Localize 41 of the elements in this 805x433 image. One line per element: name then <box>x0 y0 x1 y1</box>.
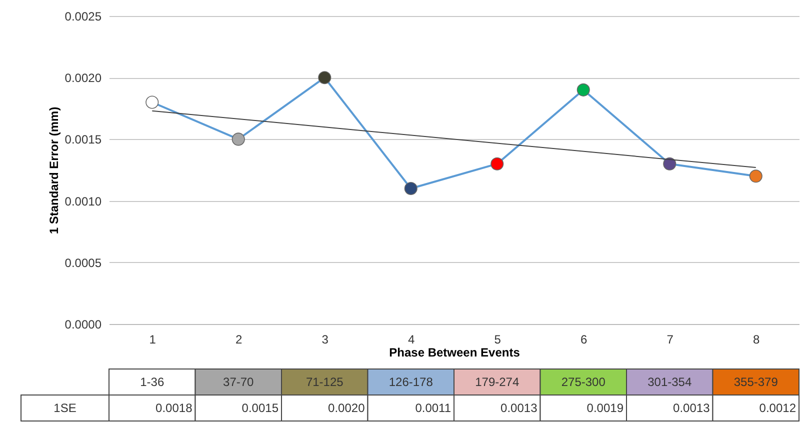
y-tick-label: 0.0010 <box>64 194 102 208</box>
y-tick-label: 0.0020 <box>64 71 102 86</box>
data-label: 0.0015 <box>242 401 279 415</box>
data-label: 0.0020 <box>328 401 366 415</box>
text: 179-274 <box>475 375 520 389</box>
y-axis-title: 1 Standard Error (mm) <box>46 106 61 234</box>
x-tick-label: 7 <box>666 332 674 346</box>
text: 355-379 <box>734 375 778 389</box>
x-tick-label: 3 <box>322 332 329 346</box>
x-tick-label: 8 <box>753 332 760 346</box>
point <box>749 170 762 183</box>
data-label: 0.0013 <box>673 401 710 415</box>
text: 126-178 <box>388 375 434 389</box>
text: 1SE <box>54 401 76 415</box>
x-tick-label: 5 <box>494 332 502 346</box>
data-label: 0.0019 <box>586 401 624 415</box>
point <box>404 182 418 195</box>
y-tick-label: 0.0015 <box>64 132 102 147</box>
x-axis-title: Phase Between Events <box>389 346 520 360</box>
text: 301-354 <box>648 375 692 389</box>
y-tick-label: 0.0005 <box>64 256 102 270</box>
point <box>232 132 245 146</box>
text: 275-300 <box>561 375 606 389</box>
y-tick-label: 0.0025 <box>64 10 102 24</box>
text: 71-125 <box>306 375 344 389</box>
text: 1-36 <box>140 375 164 389</box>
point <box>318 71 332 84</box>
x-tick-label: 6 <box>580 332 588 346</box>
data-label: 0.0013 <box>500 401 538 415</box>
data-label: 0.0018 <box>156 401 193 415</box>
point <box>663 157 676 170</box>
x-tick-label: 2 <box>236 332 243 346</box>
x-tick-label: 4 <box>408 332 416 346</box>
point <box>576 83 590 96</box>
text: 37-70 <box>223 375 254 389</box>
data-label: 0.0011 <box>415 401 452 415</box>
point <box>146 96 159 109</box>
y-tick-label: 0.0000 <box>64 318 102 332</box>
data-label: 0.0012 <box>759 401 796 415</box>
x-tick-label: 1 <box>149 332 156 346</box>
point <box>490 157 504 170</box>
